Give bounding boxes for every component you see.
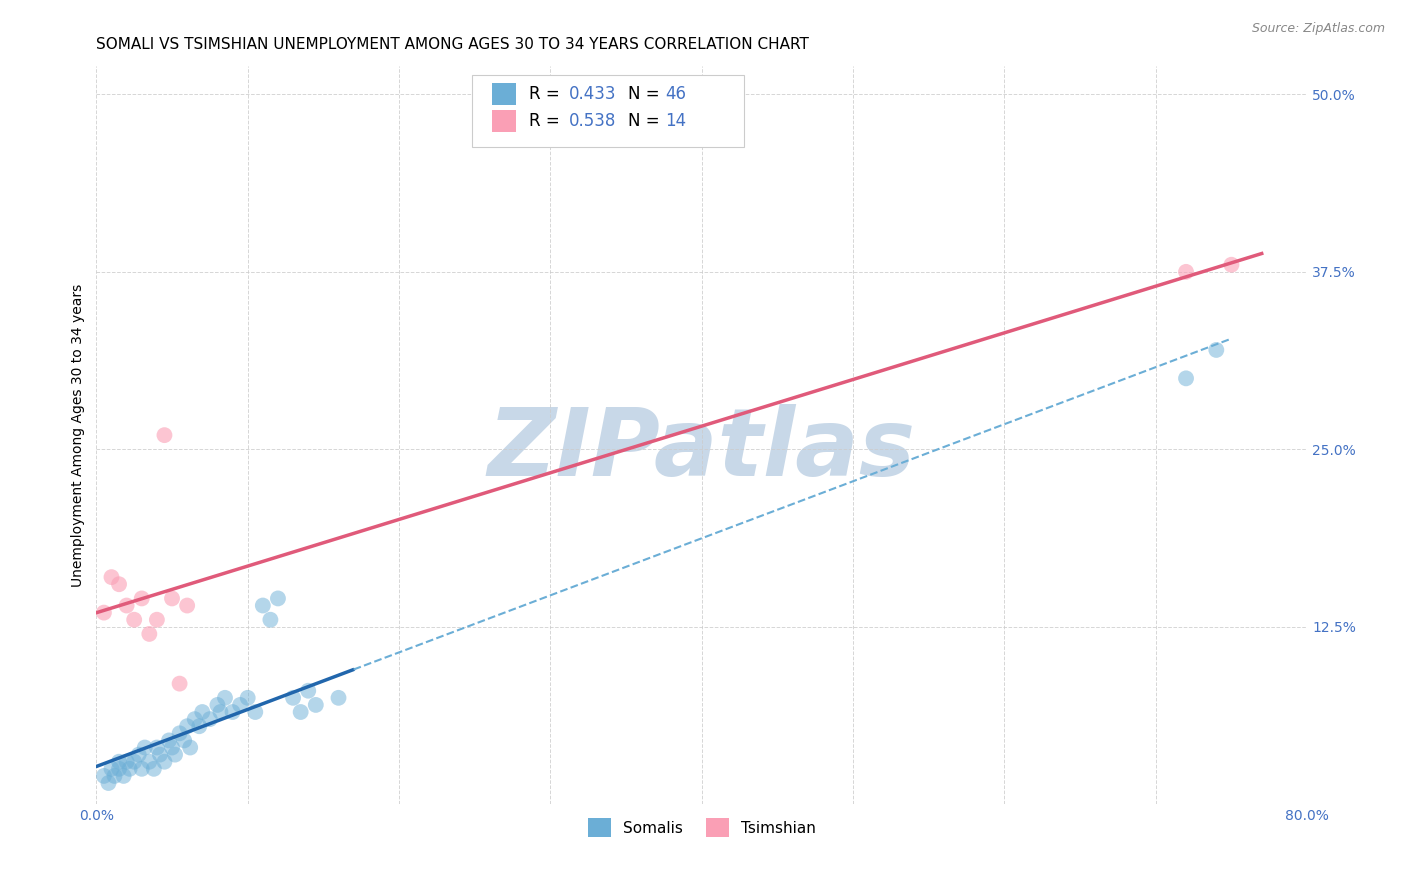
Point bbox=[207, 698, 229, 712]
Point bbox=[245, 705, 267, 719]
Text: 0.433: 0.433 bbox=[568, 85, 616, 103]
Point bbox=[176, 599, 198, 613]
Point bbox=[131, 591, 153, 606]
Point bbox=[179, 740, 201, 755]
Point bbox=[160, 591, 183, 606]
Text: 0.538: 0.538 bbox=[568, 112, 616, 130]
Point bbox=[1205, 343, 1227, 357]
Text: SOMALI VS TSIMSHIAN UNEMPLOYMENT AMONG AGES 30 TO 34 YEARS CORRELATION CHART: SOMALI VS TSIMSHIAN UNEMPLOYMENT AMONG A… bbox=[97, 37, 810, 53]
Text: N =: N = bbox=[628, 85, 665, 103]
Point bbox=[108, 755, 131, 769]
Point bbox=[146, 613, 169, 627]
Text: 14: 14 bbox=[665, 112, 686, 130]
Point bbox=[112, 769, 135, 783]
Point bbox=[115, 599, 138, 613]
Point bbox=[259, 613, 281, 627]
Point bbox=[100, 762, 122, 776]
Point bbox=[134, 740, 156, 755]
FancyBboxPatch shape bbox=[471, 75, 744, 147]
Point bbox=[188, 719, 211, 733]
Point bbox=[160, 740, 183, 755]
Point bbox=[169, 676, 191, 690]
Point bbox=[229, 698, 252, 712]
Point bbox=[93, 606, 115, 620]
Point bbox=[252, 599, 274, 613]
Point bbox=[128, 747, 150, 762]
Point bbox=[100, 570, 122, 584]
Point bbox=[281, 690, 304, 705]
Point bbox=[138, 627, 160, 641]
Text: 46: 46 bbox=[665, 85, 686, 103]
Text: R =: R = bbox=[529, 112, 565, 130]
Point bbox=[183, 712, 205, 726]
Point bbox=[122, 613, 145, 627]
Point bbox=[290, 705, 312, 719]
Point bbox=[209, 705, 232, 719]
Point bbox=[108, 577, 131, 591]
Point bbox=[267, 591, 290, 606]
Point bbox=[122, 755, 145, 769]
Text: ZIPatlas: ZIPatlas bbox=[488, 404, 915, 496]
Point bbox=[221, 705, 243, 719]
Point bbox=[115, 755, 138, 769]
Point bbox=[176, 719, 198, 733]
Point bbox=[103, 769, 125, 783]
Point bbox=[157, 733, 180, 747]
Point bbox=[118, 762, 141, 776]
Point bbox=[142, 762, 165, 776]
Text: N =: N = bbox=[628, 112, 665, 130]
Bar bbox=[492, 83, 516, 105]
Text: Source: ZipAtlas.com: Source: ZipAtlas.com bbox=[1251, 22, 1385, 36]
Text: R =: R = bbox=[529, 85, 565, 103]
Point bbox=[214, 690, 236, 705]
Point bbox=[138, 755, 160, 769]
Point bbox=[297, 683, 319, 698]
Point bbox=[236, 690, 259, 705]
Point bbox=[305, 698, 328, 712]
Y-axis label: Unemployment Among Ages 30 to 34 years: Unemployment Among Ages 30 to 34 years bbox=[72, 284, 86, 587]
Point bbox=[198, 712, 221, 726]
Point bbox=[328, 690, 350, 705]
Legend: Somalis, Tsimshian: Somalis, Tsimshian bbox=[581, 811, 824, 845]
Point bbox=[153, 428, 176, 442]
Point bbox=[1175, 371, 1198, 385]
Point bbox=[97, 776, 120, 790]
Point bbox=[1220, 258, 1243, 272]
Point bbox=[165, 747, 187, 762]
Point bbox=[93, 769, 115, 783]
Point bbox=[131, 762, 153, 776]
Point bbox=[169, 726, 191, 740]
Point bbox=[191, 705, 214, 719]
Point bbox=[173, 733, 195, 747]
Bar bbox=[492, 111, 516, 132]
Point bbox=[146, 740, 169, 755]
Point bbox=[149, 747, 172, 762]
Point bbox=[108, 762, 131, 776]
Point bbox=[1175, 265, 1198, 279]
Point bbox=[153, 755, 176, 769]
